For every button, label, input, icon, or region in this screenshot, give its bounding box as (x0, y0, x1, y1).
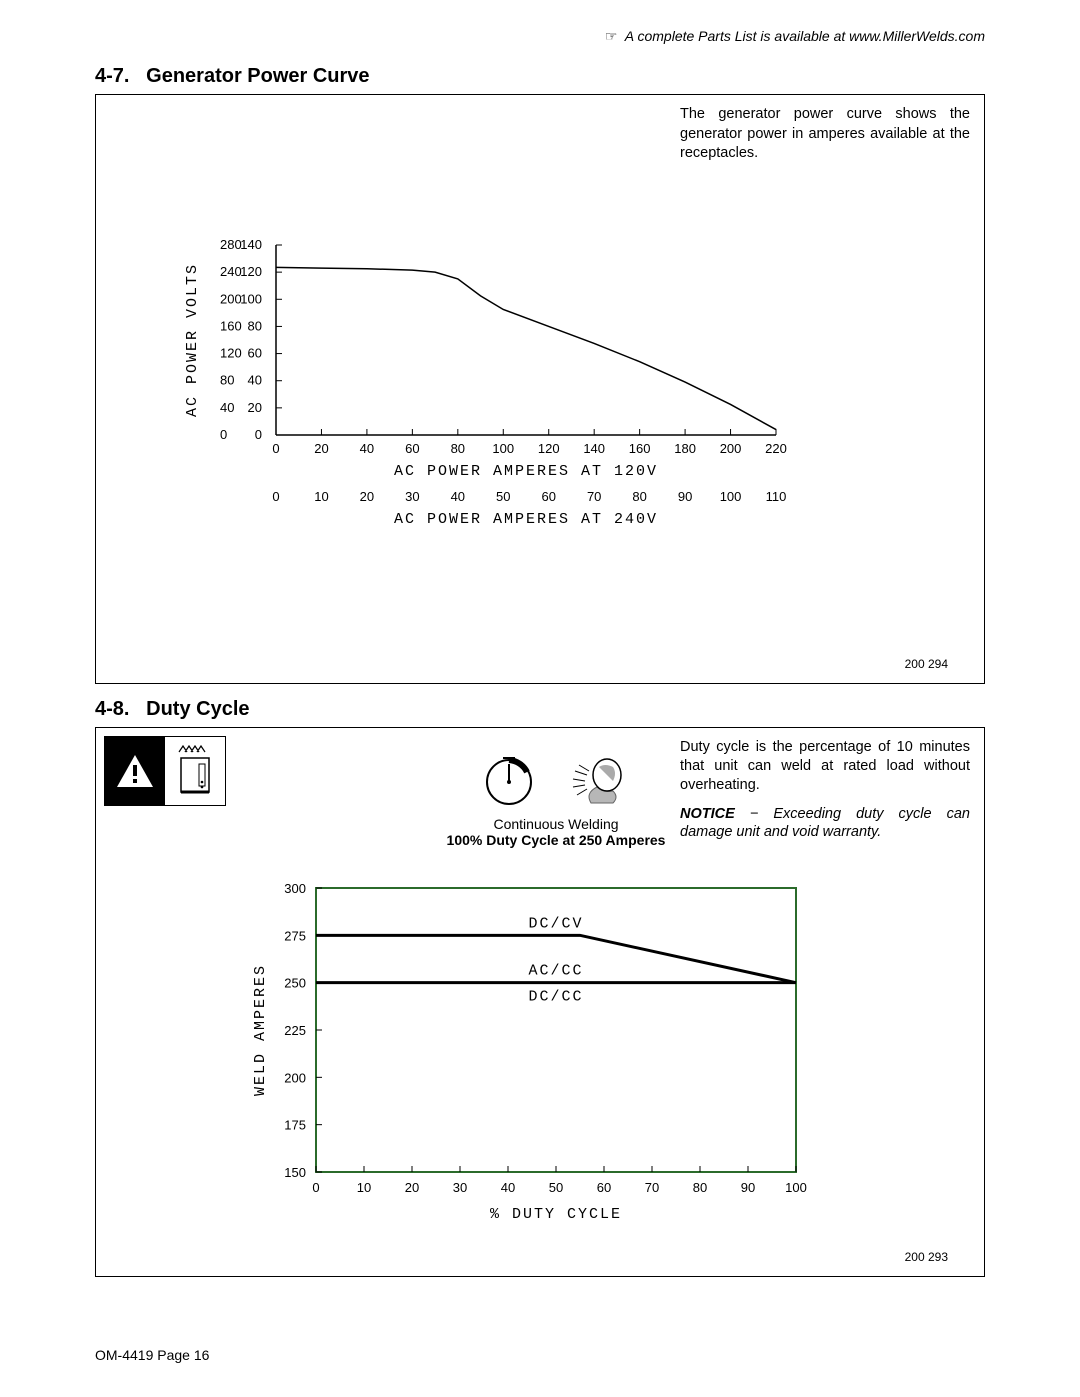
caption-continuous-welding: Continuous Welding (416, 816, 696, 832)
svg-text:90: 90 (741, 1180, 755, 1195)
svg-text:280: 280 (220, 237, 242, 252)
svg-text:240: 240 (220, 264, 242, 279)
svg-text:AC/CC: AC/CC (528, 963, 583, 980)
svg-text:80: 80 (220, 373, 234, 388)
svg-text:100: 100 (492, 441, 514, 456)
svg-text:60: 60 (541, 489, 555, 504)
svg-text:180: 180 (674, 441, 696, 456)
svg-text:140: 140 (240, 237, 262, 252)
svg-text:% DUTY CYCLE: % DUTY CYCLE (490, 1206, 622, 1223)
panel-generator-curve: The generator power curve shows the gene… (95, 94, 985, 684)
svg-text:40: 40 (360, 441, 374, 456)
page-footer: OM-4419 Page 16 (95, 1347, 209, 1363)
svg-text:10: 10 (357, 1180, 371, 1195)
svg-text:50: 50 (549, 1180, 563, 1195)
panel2-figref: 200 293 (905, 1250, 948, 1264)
svg-text:60: 60 (597, 1180, 611, 1195)
svg-text:100: 100 (785, 1180, 807, 1195)
panel-duty-cycle: Continuous Welding 100% Duty Cycle at 25… (95, 727, 985, 1277)
svg-text:80: 80 (451, 441, 465, 456)
duty-cycle-chart: 150 175 200 225 250 275 300 WELD AMPERES 0 10 20 30… (226, 878, 806, 1238)
svg-text:120: 120 (240, 264, 262, 279)
svg-text:90: 90 (678, 489, 692, 504)
svg-text:DC/CC: DC/CC (528, 989, 583, 1006)
svg-text:0: 0 (312, 1180, 319, 1195)
svg-text:70: 70 (645, 1180, 659, 1195)
svg-text:150: 150 (284, 1165, 306, 1180)
svg-text:60: 60 (248, 346, 262, 361)
svg-text:0: 0 (272, 489, 279, 504)
svg-text:30: 30 (405, 489, 419, 504)
notice-text: NOTICE − Exceeding duty cycle can damage… (680, 805, 970, 843)
svg-text:AC POWER AMPERES AT 240V: AC POWER AMPERES AT 240V (394, 511, 658, 528)
svg-text:200: 200 (220, 291, 242, 306)
svg-text:275: 275 (284, 928, 306, 943)
svg-text:200: 200 (720, 441, 742, 456)
header-note: ☞ A complete Parts List is available at … (95, 28, 985, 45)
svg-text:10: 10 (314, 489, 328, 504)
svg-text:175: 175 (284, 1118, 306, 1133)
svg-text:225: 225 (284, 1023, 306, 1038)
svg-text:50: 50 (496, 489, 510, 504)
svg-text:0: 0 (272, 441, 279, 456)
svg-text:220: 220 (765, 441, 787, 456)
header-note-text: A complete Parts List is available at ww… (625, 28, 985, 44)
svg-text:300: 300 (284, 881, 306, 896)
caption-duty-cycle: 100% Duty Cycle at 250 Amperes (416, 832, 696, 848)
clock-icon (481, 752, 537, 813)
svg-text:20: 20 (314, 441, 328, 456)
welding-spark-icon (567, 753, 631, 812)
svg-text:30: 30 (453, 1180, 467, 1195)
svg-text:120: 120 (220, 346, 242, 361)
svg-text:20: 20 (360, 489, 374, 504)
generator-power-curve-chart: 00402080401206016080200100240120280140AC… (186, 235, 786, 555)
svg-text:40: 40 (451, 489, 465, 504)
svg-text:20: 20 (405, 1180, 419, 1195)
svg-text:200: 200 (284, 1070, 306, 1085)
warning-triangle-icon (105, 737, 165, 805)
duty-cycle-icons: Continuous Welding 100% Duty Cycle at 25… (416, 752, 696, 848)
svg-text:WELD AMPERES: WELD AMPERES (252, 964, 269, 1096)
svg-text:AC POWER AMPERES AT 120V: AC POWER AMPERES AT 120V (394, 463, 658, 480)
svg-text:80: 80 (632, 489, 646, 504)
svg-text:0: 0 (220, 427, 227, 442)
svg-text:120: 120 (538, 441, 560, 456)
svg-text:DC/CV: DC/CV (528, 915, 583, 932)
section-1-title: 4-7. Generator Power Curve (95, 65, 985, 88)
svg-text:160: 160 (220, 318, 242, 333)
warning-box (104, 736, 226, 806)
panel1-figref: 200 294 (905, 657, 948, 671)
svg-text:80: 80 (693, 1180, 707, 1195)
svg-text:160: 160 (629, 441, 651, 456)
svg-text:100: 100 (240, 291, 262, 306)
svg-text:20: 20 (248, 400, 262, 415)
pointing-hand-icon: ☞ (605, 28, 618, 44)
panel1-description: The generator power curve shows the gene… (680, 105, 970, 164)
svg-text:80: 80 (248, 318, 262, 333)
svg-text:100: 100 (720, 489, 742, 504)
welder-box-icon (165, 737, 225, 805)
svg-text:40: 40 (248, 373, 262, 388)
panel2-description: Duty cycle is the percentage of 10 minut… (680, 738, 970, 842)
svg-text:40: 40 (220, 400, 234, 415)
svg-text:40: 40 (501, 1180, 515, 1195)
svg-text:0: 0 (255, 427, 262, 442)
section-2-title: 4-8. Duty Cycle (95, 698, 985, 721)
svg-text:70: 70 (587, 489, 601, 504)
svg-text:140: 140 (583, 441, 605, 456)
svg-text:AC POWER VOLTS: AC POWER VOLTS (184, 263, 201, 417)
svg-text:250: 250 (284, 976, 306, 991)
svg-text:110: 110 (766, 489, 787, 504)
svg-text:60: 60 (405, 441, 419, 456)
